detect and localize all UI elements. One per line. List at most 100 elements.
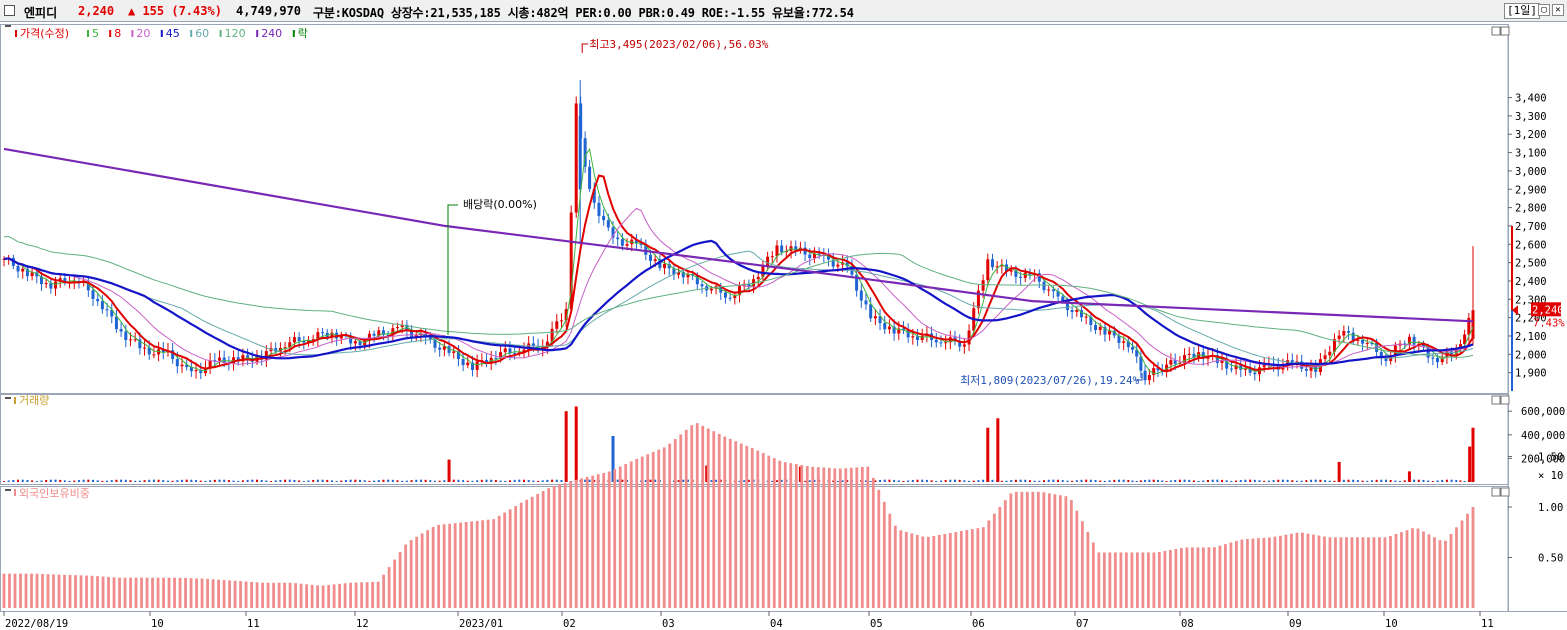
- candle-body: [869, 304, 873, 319]
- foreign-bar: [8, 573, 11, 608]
- candle-body: [213, 360, 217, 362]
- foreign-bar: [310, 584, 314, 608]
- volume-bar: [185, 479, 188, 482]
- foreign-bar: [536, 493, 540, 608]
- candle-body: [297, 337, 301, 341]
- price-tick-label: 3,000: [1515, 166, 1547, 178]
- volume-bar: [166, 480, 169, 482]
- volume-bar: [143, 480, 146, 482]
- volume-bar: [1211, 479, 1214, 482]
- foreign-bar: [1389, 535, 1392, 608]
- candle-body: [143, 347, 147, 349]
- foreign-bar: [761, 453, 765, 608]
- volume-bar: [73, 480, 76, 482]
- candle-body: [358, 341, 362, 346]
- x-tick-label: 2023/01: [459, 618, 503, 630]
- foreign-bar: [305, 584, 309, 608]
- candle-body: [780, 245, 784, 253]
- foreign-bar: [129, 577, 132, 608]
- foreign-bar: [624, 463, 628, 608]
- stock-name[interactable]: 엔피디: [24, 6, 58, 20]
- volume-bar: [298, 480, 301, 482]
- foreign-bar: [1328, 537, 1332, 608]
- volume-bar: [864, 480, 867, 482]
- candle-body: [377, 330, 381, 336]
- candle-body: [990, 259, 994, 268]
- volume-bar: [1144, 479, 1147, 482]
- candle-body: [864, 300, 868, 305]
- x-tick-label: 07: [1076, 618, 1089, 630]
- foreign-bar: [239, 581, 242, 608]
- volume-bar: [1165, 481, 1168, 482]
- foreign-bar: [1053, 494, 1057, 608]
- foreign-bar: [673, 439, 677, 608]
- foreign-bar: [1069, 500, 1073, 608]
- volume-bar: [499, 480, 502, 482]
- foreign-bar: [1301, 532, 1304, 608]
- foreign-bar: [1455, 527, 1458, 608]
- volume-tick-label: 600,000: [1521, 406, 1565, 418]
- volume-bar: [1005, 480, 1008, 482]
- volume-bar: [621, 479, 624, 482]
- candle-body: [410, 330, 414, 338]
- foreign-bar: [530, 496, 534, 608]
- candle-body: [634, 239, 638, 244]
- volume-bar: [902, 481, 905, 482]
- volume-bar: [644, 480, 647, 482]
- candle-body: [30, 272, 34, 277]
- foreign-bar: [541, 491, 545, 608]
- candle-body: [475, 361, 479, 370]
- foreign-bar: [1135, 552, 1139, 608]
- price-panel-menu-icon-b: [1500, 26, 1510, 36]
- volume-bar: [401, 480, 404, 482]
- foreign-bar: [68, 574, 72, 608]
- foreign-bar: [1356, 537, 1359, 608]
- volume-bar: [527, 480, 530, 482]
- volume-bar: [593, 479, 596, 482]
- volume-bar: [883, 479, 886, 482]
- candle-body: [1436, 357, 1440, 363]
- candle-body: [1084, 316, 1088, 318]
- foreign-bar: [475, 520, 479, 608]
- volume-bar: [1455, 479, 1458, 482]
- select-checkbox[interactable]: [4, 5, 15, 16]
- candle-body: [1135, 349, 1139, 357]
- x-tick-label: 05: [870, 618, 883, 630]
- candle-body: [1323, 355, 1327, 360]
- ma20-line: [3, 207, 1474, 368]
- restore-icon[interactable]: ▢: [1538, 4, 1550, 16]
- foreign-bar: [640, 456, 644, 608]
- candle-body: [274, 348, 278, 352]
- volume-bar: [494, 480, 497, 482]
- price-panel-menu-icon-a: [1491, 26, 1501, 36]
- volume-bar: [368, 480, 371, 482]
- volume-bar: [1427, 480, 1430, 482]
- foreign-bar: [420, 533, 424, 608]
- foreign-bar: [756, 450, 760, 608]
- foreign-bar: [1075, 510, 1079, 608]
- foreign-bar: [497, 515, 501, 608]
- candle-body: [920, 335, 924, 341]
- foreign-bar: [1273, 536, 1277, 608]
- volume-bar: [115, 479, 118, 482]
- volume-bar: [935, 480, 938, 482]
- trade-volume: 4,749,970: [236, 4, 302, 18]
- stock-header: 엔피디 2,240 ▲ 155 (7.43%) 4,749,970 구분:KOS…: [0, 0, 1567, 22]
- volume-panel-menu-icon-a: [1491, 395, 1501, 405]
- close-icon[interactable]: ✕: [1552, 4, 1564, 16]
- candle-body: [147, 347, 151, 355]
- candle-body: [499, 352, 503, 359]
- foreign-bar: [1036, 491, 1040, 608]
- volume-bar: [443, 480, 446, 482]
- volume-bar: [682, 479, 685, 482]
- period-selector[interactable]: [1일]: [1504, 3, 1540, 19]
- volume-bar: [775, 480, 778, 482]
- volume-bar: [485, 479, 488, 482]
- candle-body: [124, 331, 128, 341]
- candle-body: [873, 316, 877, 319]
- foreign-bar: [250, 581, 253, 608]
- candle-body: [513, 353, 517, 355]
- volume-bar: [227, 480, 230, 482]
- foreign-bar: [1185, 547, 1189, 608]
